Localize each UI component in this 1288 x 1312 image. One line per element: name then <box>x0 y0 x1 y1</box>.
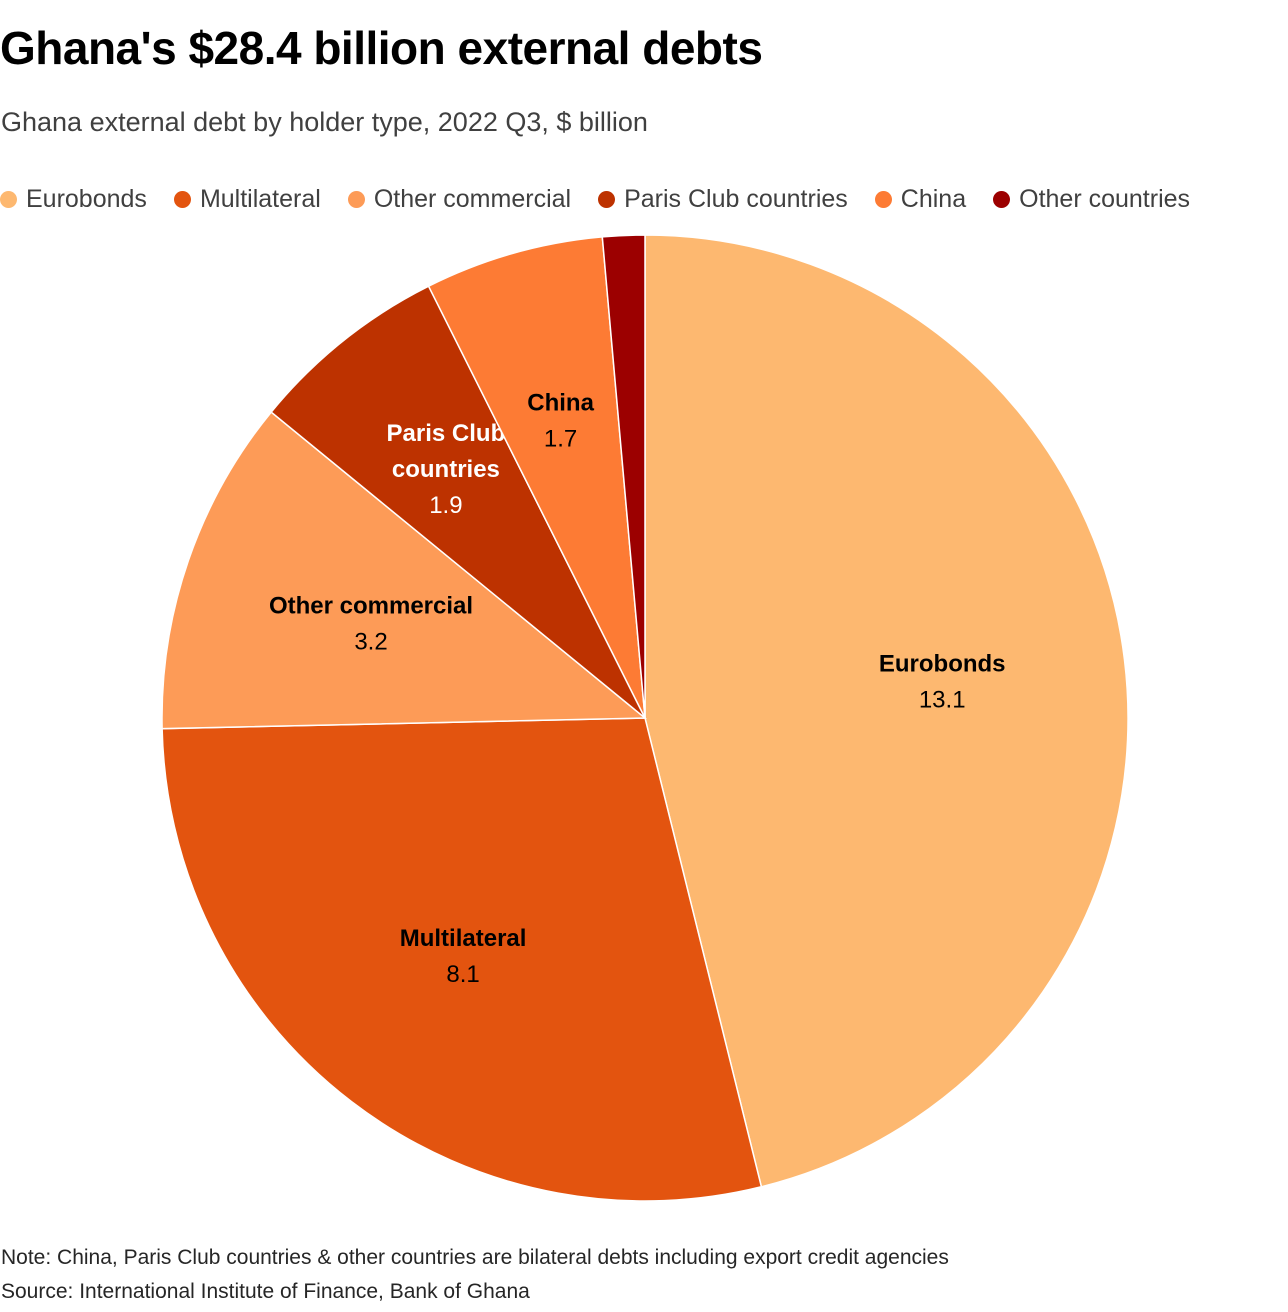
slice-value-eurobonds: 13.1 <box>919 687 966 714</box>
slice-label-china: China <box>527 390 594 417</box>
legend-swatch <box>347 190 365 208</box>
legend-label: Other countries <box>1019 185 1191 213</box>
slice-label-paris-club-countries: countries <box>392 456 500 483</box>
legend-swatch <box>173 190 191 208</box>
slice-label-other-commercial: Other commercial <box>269 593 473 620</box>
slice-value-multilateral: 8.1 <box>446 961 479 988</box>
legend-swatch <box>874 190 892 208</box>
pie-slice-other-countries <box>601 234 646 719</box>
legend-label: Other commercial <box>373 185 572 213</box>
legend-swatch <box>0 190 17 208</box>
pie-slice-china <box>427 236 646 719</box>
chart-subtitle: Ghana external debt by holder type, 2022… <box>1 107 648 137</box>
legend-swatch <box>993 190 1011 208</box>
slice-value-paris-club-countries: 1.9 <box>429 492 462 519</box>
pie-slice-eurobonds <box>644 234 1129 1188</box>
pie-slice-other-commercial <box>161 411 648 730</box>
slice-value-other-commercial: 3.2 <box>354 629 387 656</box>
slice-label-eurobonds: Eurobonds <box>879 651 1006 678</box>
legend-item-other-countries: Other countries <box>993 182 1190 216</box>
legend-label: Multilateral <box>199 185 321 213</box>
legend-item-eurobonds: Eurobonds <box>0 182 147 216</box>
slice-label-multilateral: Multilateral <box>400 925 527 952</box>
chart-legend: Eurobonds Multilateral Other commercial Par… <box>0 180 1217 218</box>
chart-note: Note: China, Paris Club countries & othe… <box>1 1246 949 1269</box>
legend-label: Eurobonds <box>26 185 147 213</box>
legend-item-paris-club-countries: Paris Club countries <box>598 182 848 216</box>
chart-title: Ghana's $28.4 billion external debts <box>0 22 763 74</box>
pie-slice-paris-club-countries <box>270 285 646 719</box>
legend-label: Paris Club countries <box>624 185 848 213</box>
slice-label-paris-club-countries: Paris Club <box>387 420 506 447</box>
chart-source: Source: International Institute of Finan… <box>1 1280 530 1303</box>
pie-slice-multilateral <box>161 717 763 1202</box>
pie-chart: Eurobonds 13.1 Multilateral 8.1 Other commer… <box>161 234 1129 1202</box>
legend-item-multilateral: Multilateral <box>173 182 321 216</box>
legend-label: China <box>900 185 967 213</box>
legend-swatch <box>598 190 616 208</box>
slice-value-china: 1.7 <box>544 426 577 453</box>
legend-item-other-commercial: Other commercial <box>347 182 572 216</box>
legend-item-china: China <box>874 182 967 216</box>
